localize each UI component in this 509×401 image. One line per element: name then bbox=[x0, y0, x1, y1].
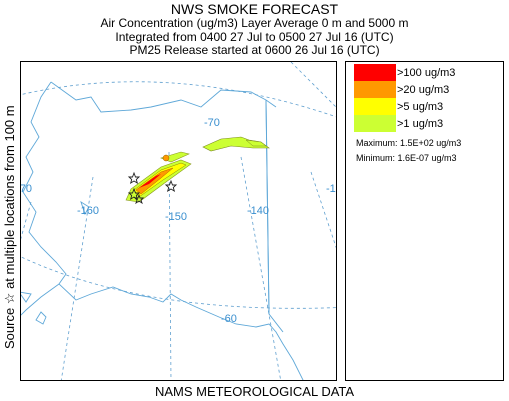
source-star-icon bbox=[127, 187, 141, 200]
concentration-legend: >100 ug/m3 >20 ug/m3 >5 ug/m3 >1 ug/m3 M… bbox=[345, 61, 504, 381]
legend-maximum: Maximum: 1.5E+02 ug/m3 bbox=[356, 138, 462, 148]
source-star-icon bbox=[127, 171, 141, 184]
grid-label-lon-170: -170 bbox=[21, 183, 32, 195]
meridian-north bbox=[290, 62, 336, 108]
source-star-icon bbox=[164, 179, 178, 192]
subtitle-concentration: Air Concentration (ug/m3) Layer Average … bbox=[100, 16, 409, 30]
grid-label-lon-130: -130 bbox=[326, 183, 337, 195]
legend-swatch-red bbox=[354, 64, 396, 81]
legend-swatch-light-green bbox=[354, 115, 396, 132]
legend-label: >5 ug/m3 bbox=[397, 100, 444, 113]
map-canvas: -70 -170 -160 -150 -140 -130 -60 bbox=[21, 62, 337, 380]
source-star-icon bbox=[133, 193, 145, 205]
legend-item-5: >5 ug/m3 bbox=[354, 98, 443, 115]
meridian-150 bbox=[168, 151, 172, 380]
legend-minimum: Minimum: 1.6E-07 ug/m3 bbox=[356, 153, 457, 163]
smoke-plume-southwest bbox=[125, 151, 192, 203]
grid-label-lat-70: -70 bbox=[204, 117, 220, 129]
meridian-130 bbox=[310, 171, 336, 249]
grid-label-lat-60: -60 bbox=[221, 313, 237, 325]
canada-border bbox=[265, 99, 284, 333]
legend-swatch-orange bbox=[354, 81, 396, 98]
legend-label: >1 ug/m3 bbox=[397, 117, 444, 130]
meridian-140 bbox=[240, 156, 282, 380]
legend-label: >100 ug/m3 bbox=[397, 66, 456, 79]
legend-label: >20 ug/m3 bbox=[397, 83, 450, 96]
legend-swatch-yellow bbox=[354, 98, 396, 115]
legend-item-20: >20 ug/m3 bbox=[354, 81, 449, 98]
smoke-map: -70 -170 -160 -150 -140 -130 -60 bbox=[20, 61, 337, 381]
legend-item-100: >100 ug/m3 bbox=[354, 64, 455, 81]
latitude-line-70 bbox=[21, 81, 336, 118]
subtitle-integration-period: Integrated from 0400 27 Jul to 0500 27 J… bbox=[115, 30, 394, 44]
alaska-coastline bbox=[21, 81, 304, 380]
legend-item-1: >1 ug/m3 bbox=[354, 115, 443, 132]
island-1 bbox=[35, 311, 47, 325]
grid-label-lon-150: -150 bbox=[165, 211, 187, 223]
subtitle-release-start: PM25 Release started at 0600 26 Jul 16 (… bbox=[129, 43, 380, 57]
latitude-line-60 bbox=[21, 256, 336, 309]
smoke-plume-northeast bbox=[202, 136, 270, 152]
island-3 bbox=[80, 200, 90, 216]
footer-data-source: NAMS METEOROLOGICAL DATA bbox=[154, 384, 355, 399]
island-2 bbox=[21, 291, 32, 303]
page-title: NWS SMOKE FORECAST bbox=[170, 1, 339, 17]
grid-label-lon-160: -160 bbox=[77, 205, 99, 217]
meridian-170 bbox=[21, 201, 32, 240]
source-markers bbox=[127, 171, 178, 205]
meridian-160 bbox=[60, 176, 94, 380]
grid-label-lon-140: -140 bbox=[247, 205, 269, 217]
source-location-label: Source ☆ at multiple locations from 100 … bbox=[2, 105, 17, 349]
